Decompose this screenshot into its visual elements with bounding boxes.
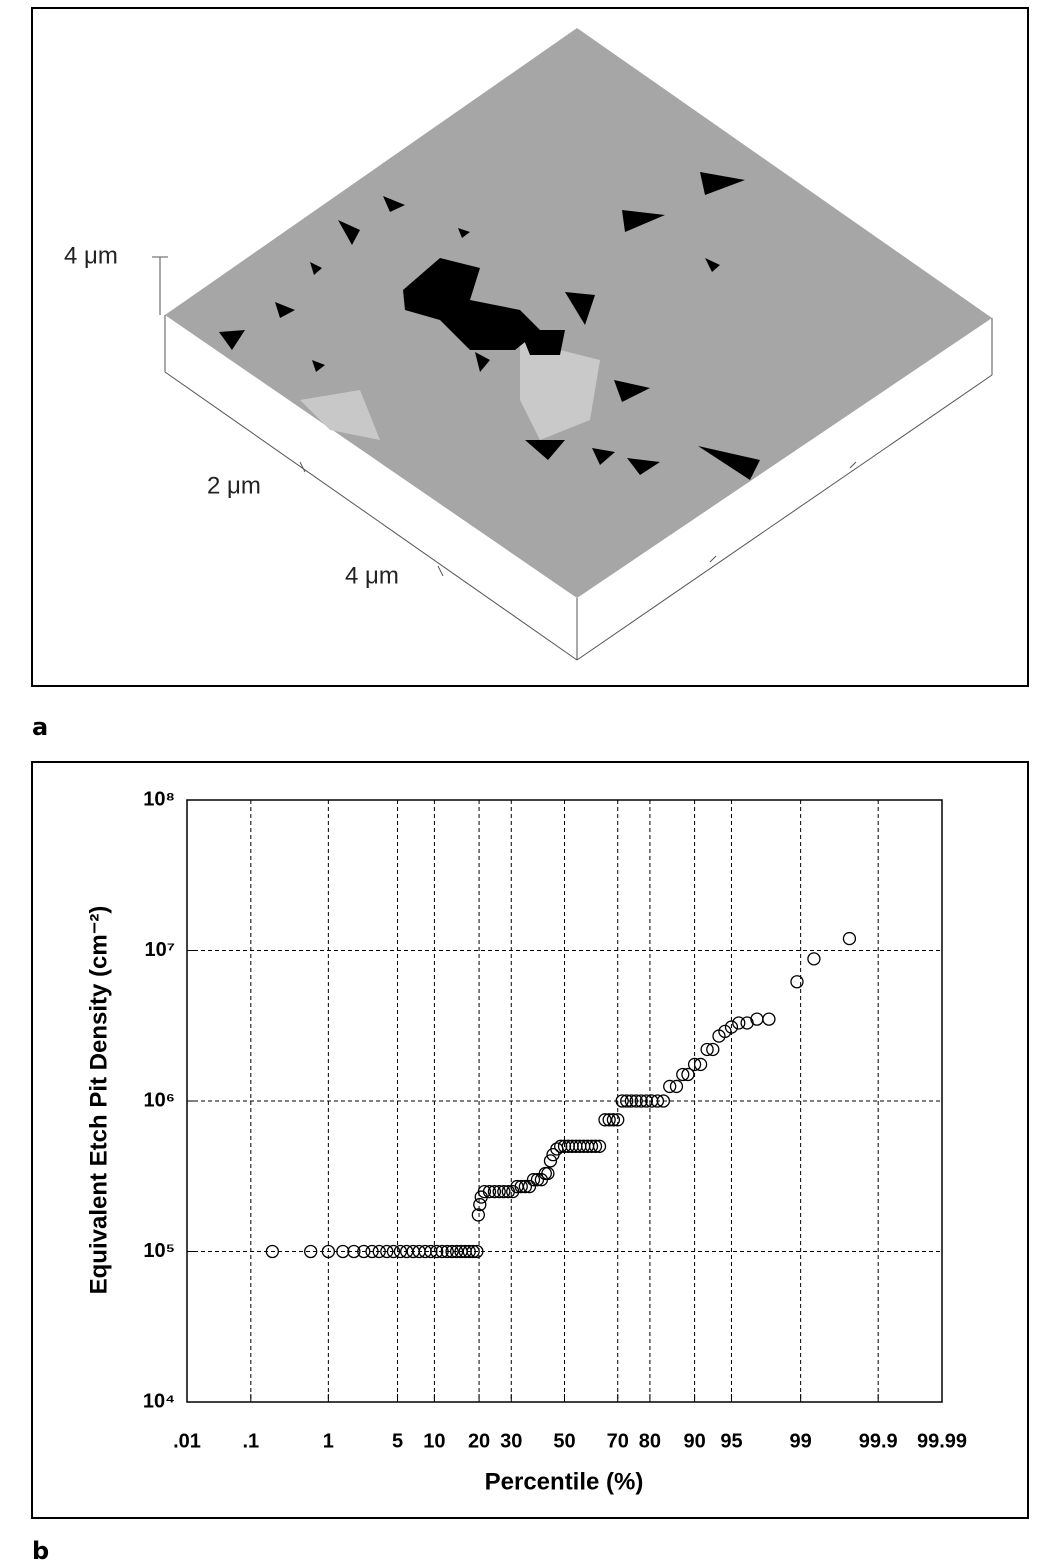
- afm-box: [152, 256, 993, 661]
- data-point: [629, 1094, 643, 1108]
- data-point: [477, 1184, 492, 1199]
- y-tick-label: 10⁸: [143, 788, 175, 810]
- data-point: [706, 1042, 720, 1057]
- data-point: [321, 1244, 336, 1259]
- y-tick-label: 10⁷: [145, 939, 176, 961]
- data-point: [440, 1244, 454, 1259]
- x-tick-label: 20: [468, 1430, 490, 1452]
- data-point: [492, 1184, 506, 1199]
- data-point: [541, 1166, 555, 1181]
- data-point: [347, 1244, 361, 1259]
- data-point: [588, 1139, 603, 1153]
- y-axis-title: Equivalent Etch Pit Density (cm⁻²): [85, 906, 112, 1295]
- data-point: [482, 1184, 497, 1199]
- data-point: [687, 1057, 702, 1072]
- data-point: [386, 1244, 401, 1259]
- data-point: [624, 1094, 639, 1108]
- data-point: [615, 1094, 629, 1108]
- data-point: [634, 1094, 648, 1108]
- data-point: [497, 1184, 511, 1199]
- data-point: [526, 1173, 541, 1187]
- x-tick-label: 50: [553, 1430, 575, 1452]
- data-point: [584, 1139, 599, 1153]
- data-point: [487, 1184, 502, 1199]
- x-tick-label: 90: [683, 1430, 705, 1452]
- x-tick-label: 30: [500, 1430, 522, 1452]
- x-tick-label: 70: [607, 1430, 629, 1452]
- x-tick-label: 5: [392, 1430, 403, 1452]
- data-point: [304, 1244, 318, 1259]
- data-point: [611, 1113, 625, 1127]
- panel-b-frame: [31, 761, 1029, 1519]
- afm-image: [152, 28, 993, 661]
- data-point: [514, 1179, 528, 1194]
- afm-bright: [300, 390, 380, 440]
- x-tick-label: .01: [173, 1430, 201, 1452]
- data-point: [724, 1020, 739, 1034]
- x-tick-label: 95: [720, 1430, 742, 1452]
- data-point: [543, 1154, 558, 1168]
- data-point: [445, 1244, 459, 1259]
- data-point: [602, 1113, 616, 1127]
- data-point: [473, 1197, 487, 1212]
- x-tick-label: 99.99: [917, 1430, 967, 1452]
- data-point: [732, 1016, 746, 1030]
- data-point: [718, 1024, 732, 1039]
- x-tick-label: 10: [423, 1430, 445, 1452]
- data-point: [522, 1179, 537, 1194]
- data-point: [693, 1057, 708, 1072]
- data-point: [466, 1244, 480, 1259]
- data-point: [365, 1244, 379, 1259]
- data-point: [393, 1244, 408, 1259]
- data-point: [762, 1012, 776, 1026]
- data-point: [336, 1244, 350, 1259]
- data-point: [435, 1244, 449, 1259]
- y-tick-label: 10⁴: [143, 1390, 175, 1412]
- data-point: [639, 1094, 654, 1108]
- data-point: [663, 1079, 677, 1094]
- data-point: [650, 1094, 665, 1108]
- data-point: [681, 1067, 695, 1082]
- data-point: [620, 1094, 634, 1108]
- data-point: [598, 1113, 612, 1127]
- y-tick-label: 10⁵: [143, 1240, 175, 1262]
- axis-label: 4 μm: [345, 562, 399, 589]
- y-tick-label: 10⁶: [144, 1089, 175, 1111]
- data-point: [372, 1244, 386, 1259]
- data-point: [592, 1139, 607, 1153]
- x-tick-label: .1: [242, 1430, 259, 1452]
- data-point: [357, 1244, 371, 1259]
- data-point: [676, 1067, 690, 1082]
- x-tick-label: 1: [323, 1430, 334, 1452]
- data-point: [807, 952, 821, 966]
- data-point: [471, 1208, 485, 1222]
- data-point: [380, 1244, 394, 1259]
- panel-label: b: [32, 1537, 49, 1563]
- x-tick-label: 99: [790, 1430, 812, 1452]
- plot-frame: [186, 799, 943, 1403]
- data-point: [462, 1244, 476, 1259]
- plot: .01 .1 1 5 10 20 30 50 70 80 90 95 99 99.9 99.99 10⁴ 10⁵…: [143, 788, 967, 1452]
- height-label: 4 μm: [64, 242, 118, 269]
- data-point: [700, 1042, 714, 1057]
- x-tick-label: 99.9: [859, 1430, 898, 1452]
- data-point: [656, 1094, 671, 1108]
- data-point: [518, 1179, 533, 1194]
- data-point: [265, 1244, 280, 1259]
- axis-label: 2 μm: [207, 472, 261, 499]
- afm-bright: [520, 340, 600, 440]
- data-point: [669, 1079, 684, 1094]
- data-point: [790, 975, 804, 989]
- data-point: [470, 1244, 484, 1259]
- data-point: [430, 1244, 444, 1259]
- x-tick-label: 80: [639, 1430, 661, 1452]
- etch-pits: [219, 172, 760, 480]
- data-point: [606, 1113, 621, 1127]
- panel-label: a: [32, 713, 48, 741]
- data-point: [842, 931, 857, 946]
- data-point: [424, 1244, 438, 1259]
- x-axis-title: Percentile (%): [485, 1468, 644, 1495]
